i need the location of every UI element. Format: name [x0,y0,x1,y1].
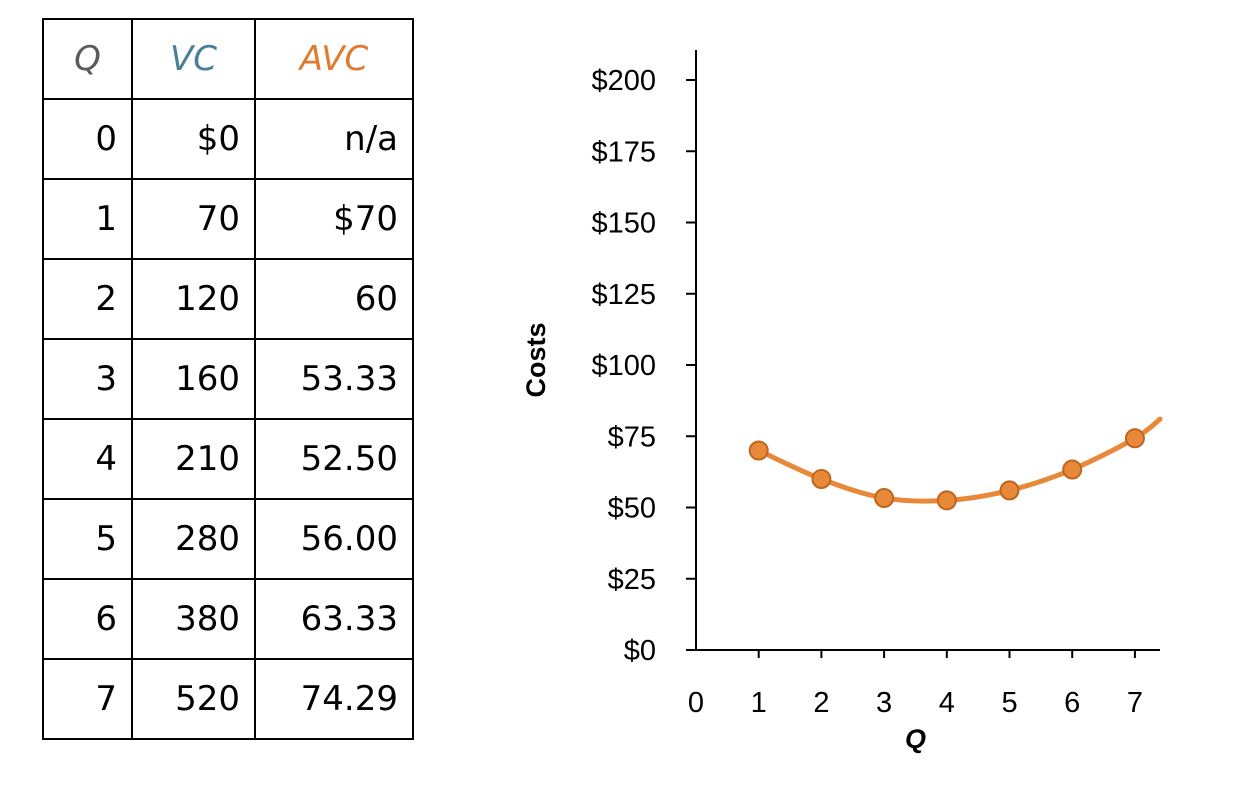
avc-curve [756,416,1163,504]
table-row: 1 70 $70 [42,178,414,260]
cell-q: 5 [42,498,133,580]
table-row: 2 120 60 [42,258,414,340]
cell-vc: 380 [131,578,256,660]
cell-avc: 60 [254,258,414,340]
avc-data-point [748,440,769,461]
avc-data-point [874,488,895,509]
x-tick-label: 6 [1064,687,1080,719]
table-row: 7 520 74.29 [42,658,414,740]
cell-vc: 280 [131,498,256,580]
avc-chart: $0 $25 $50 $75 $100 $125 $150 $175 $200 0 1 2 3 4 5 6 7… [521,50,1163,754]
y-tick-label: $200 [591,65,656,97]
cell-avc: 52.50 [254,418,414,500]
cell-vc: $0 [131,98,256,180]
avc-data-point [999,480,1020,501]
cell-vc: 210 [131,418,256,500]
header-q: Q [42,18,133,100]
avc-data-point [1124,428,1145,449]
cell-vc: 120 [131,258,256,340]
y-tick-label: $75 [608,421,656,453]
table-row: 0 $0 n/a [42,98,414,180]
avc-data-point [811,469,832,489]
y-tick-label: $0 [624,635,656,667]
x-axis-ticks: 0 1 2 3 4 5 6 7 [688,650,1143,719]
y-tick-label: $50 [608,493,656,525]
y-tick-label: $150 [591,208,656,240]
avc-points [748,428,1145,511]
cell-avc: $70 [254,178,414,260]
cell-avc: 74.29 [254,658,414,740]
x-tick-label: 3 [876,687,892,719]
y-axis-ticks: $0 $25 $50 $75 $100 $125 $150 $175 $200 [591,65,696,667]
cell-q: 7 [42,658,133,740]
cell-q: 3 [42,338,133,420]
y-tick-label: $100 [591,350,656,382]
cell-vc: 520 [131,658,256,740]
cell-q: 2 [42,258,133,340]
x-tick-label: 7 [1127,687,1143,719]
header-vc: VC [131,18,256,100]
y-tick-label: $175 [591,136,656,168]
table-row: 5 280 56.00 [42,498,414,580]
x-tick-label: 2 [813,687,829,719]
x-tick-label: 0 [688,687,704,719]
cell-q: 4 [42,418,133,500]
table-row: 4 210 52.50 [42,418,414,500]
avc-data-point [1062,459,1083,480]
y-tick-label: $125 [591,279,656,311]
y-tick-label: $25 [608,564,656,596]
y-axis-label: Costs [521,322,551,397]
avc-data-point [936,490,957,511]
cell-avc: n/a [254,98,414,180]
cell-vc: 70 [131,178,256,260]
table-row: 6 380 63.33 [42,578,414,660]
x-axis-label: Q [905,724,926,754]
cost-table: Q VC AVC 0 $0 n/a 1 70 $70 2 120 60 3 160 53.33 4 210… [42,18,414,740]
cell-q: 6 [42,578,133,660]
table-row: 3 160 53.33 [42,338,414,420]
cell-avc: 53.33 [254,338,414,420]
cell-q: 0 [42,98,133,180]
x-tick-label: 1 [751,687,767,719]
x-tick-label: 5 [1001,687,1017,719]
table-header-row: Q VC AVC [42,18,414,100]
cell-vc: 160 [131,338,256,420]
cell-q: 1 [42,178,133,260]
header-avc: AVC [254,18,414,100]
cell-avc: 63.33 [254,578,414,660]
cell-avc: 56.00 [254,498,414,580]
x-tick-label: 4 [939,687,955,719]
